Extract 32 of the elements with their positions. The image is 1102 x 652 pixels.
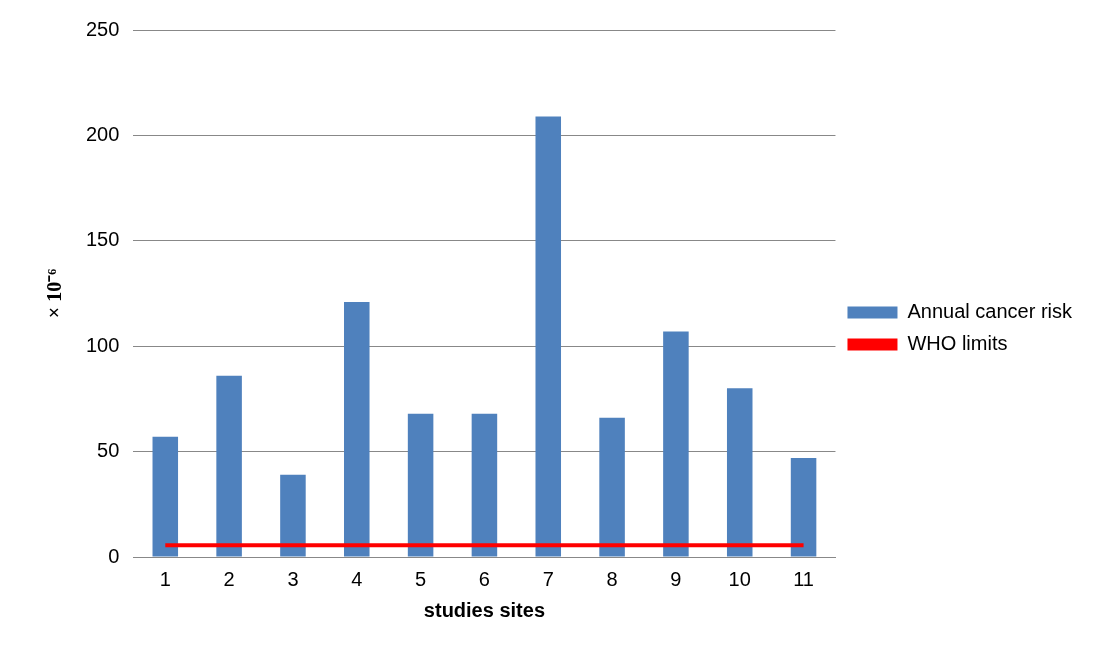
bar	[216, 375, 242, 557]
y-tick-label: 200	[85, 122, 120, 145]
y-tick-label: 0	[108, 544, 120, 567]
y-tick-label: 50	[97, 439, 120, 462]
legend-label: WHO limits	[907, 332, 1008, 355]
bar	[663, 331, 689, 557]
y-tick-label: 250	[85, 17, 120, 40]
x-tick-label: 8	[606, 567, 618, 590]
y-tick-label: 100	[85, 333, 120, 356]
x-tick-label: 5	[415, 567, 427, 590]
x-tick-label: 4	[351, 567, 363, 590]
x-tick-label: 9	[670, 567, 682, 590]
bar	[152, 436, 179, 557]
x-tick-label: 11	[793, 567, 814, 590]
y-axis-title: × 10⁻⁶	[43, 268, 66, 319]
bar	[407, 413, 434, 557]
bar	[535, 116, 562, 557]
x-tick-label: 3	[287, 567, 299, 590]
legend-label: Annual cancer risk	[907, 300, 1073, 323]
x-tick-label: 6	[478, 567, 490, 590]
x-tick-label: 2	[223, 567, 235, 590]
bar	[344, 301, 370, 557]
bar	[790, 457, 817, 557]
x-tick-label: 7	[542, 567, 554, 590]
x-tick-label: 1	[159, 567, 171, 590]
bar	[471, 413, 498, 557]
x-tick-label: 10	[728, 567, 751, 590]
bar	[280, 474, 306, 557]
x-axis-title: studies sites	[423, 598, 546, 621]
y-tick-label: 150	[85, 228, 120, 251]
bar	[726, 388, 753, 557]
bar	[599, 417, 625, 557]
